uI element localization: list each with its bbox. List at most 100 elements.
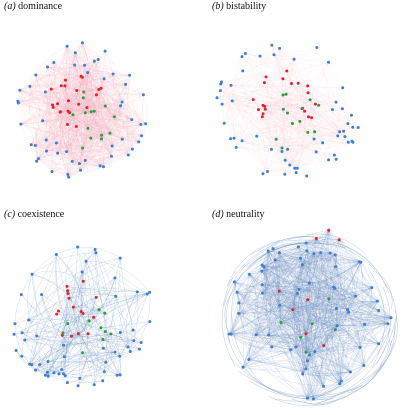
- network-edge: [122, 101, 146, 124]
- network-edge: [53, 107, 102, 136]
- network-edge: [268, 288, 335, 336]
- network-edge: [67, 77, 83, 112]
- network-edge: [86, 260, 150, 293]
- network-edge: [29, 83, 146, 124]
- network-edge: [275, 94, 290, 166]
- network-node-blue: [96, 58, 100, 61]
- network-node-blue: [227, 332, 231, 336]
- network-edge: [230, 87, 343, 139]
- network-edge: [262, 264, 334, 288]
- network-edge: [262, 230, 329, 294]
- network-edge: [307, 282, 310, 399]
- network-node-blue: [33, 144, 37, 147]
- network-edge: [296, 108, 303, 173]
- network-edge: [292, 261, 360, 310]
- network-edge: [120, 105, 146, 124]
- network-edge: [27, 274, 37, 337]
- network-edge: [290, 59, 295, 84]
- network-edge: [68, 100, 92, 112]
- network-edge: [46, 135, 102, 152]
- network-edge: [29, 52, 76, 87]
- network-edge: [20, 112, 61, 125]
- network-edge: [87, 72, 111, 134]
- network-edge: [262, 116, 283, 152]
- network-edge: [87, 88, 102, 129]
- network-edge: [105, 292, 150, 363]
- network-edge: [38, 156, 112, 166]
- network-node-blue: [43, 90, 47, 94]
- network-edge: [306, 92, 312, 118]
- network-edge: [272, 248, 372, 288]
- network-node-blue: [267, 333, 271, 337]
- network-node-blue: [288, 163, 292, 167]
- network-edge: [281, 132, 308, 152]
- network-edge: [57, 123, 146, 154]
- network-edge: [42, 120, 123, 140]
- network-edge: [336, 308, 365, 366]
- network-edge: [306, 242, 342, 384]
- network-edge: [114, 116, 133, 150]
- network-edge: [263, 266, 272, 336]
- network-edge: [78, 104, 113, 147]
- network-edge: [300, 337, 324, 387]
- network-edge: [94, 61, 115, 117]
- network-edge: [238, 302, 308, 361]
- network-edge: [318, 103, 343, 109]
- network-edge: [72, 114, 112, 157]
- network-edge: [102, 133, 111, 167]
- network-edge: [36, 335, 105, 373]
- network-edge: [305, 365, 351, 373]
- network-node-blue: [265, 170, 269, 173]
- network-edge: [20, 123, 112, 157]
- network-edge: [262, 116, 272, 150]
- network-edge: [41, 294, 89, 334]
- network-edge: [20, 105, 106, 125]
- network-node-blue: [38, 363, 42, 367]
- network-edge: [238, 313, 315, 352]
- network-edge: [256, 323, 313, 335]
- network-edge: [66, 46, 129, 156]
- network-edge: [271, 48, 285, 175]
- network-edge: [282, 59, 295, 166]
- network-node-blue: [305, 249, 309, 253]
- network-edge: [46, 111, 95, 141]
- network-edge: [88, 297, 97, 321]
- network-edge: [82, 77, 97, 95]
- network-edge: [52, 104, 113, 147]
- network-edge: [279, 287, 372, 308]
- network-edge: [268, 396, 347, 407]
- network-edge: [53, 62, 139, 143]
- network-edge: [53, 62, 99, 90]
- network-edge: [69, 107, 88, 113]
- network-edge: [287, 264, 308, 399]
- network-edge: [262, 264, 356, 297]
- network-edge: [64, 85, 142, 125]
- network-edge: [105, 105, 141, 125]
- network-edge: [238, 313, 379, 344]
- network-edge: [256, 329, 336, 343]
- network-node-blue: [354, 294, 358, 298]
- network-edge: [306, 250, 340, 384]
- network-edge: [248, 262, 361, 360]
- network-edge: [59, 93, 144, 113]
- network-edge: [220, 83, 312, 118]
- network-node-red: [79, 74, 83, 78]
- network-node-red: [303, 109, 307, 113]
- network-edge: [290, 325, 338, 350]
- network-edge: [68, 298, 118, 376]
- network-edge: [306, 131, 344, 177]
- network-edge: [298, 289, 365, 366]
- network-edge: [51, 88, 142, 136]
- network-edge: [63, 333, 111, 346]
- network-edge: [35, 52, 76, 76]
- network-node-blue: [102, 370, 106, 374]
- network-edge: [66, 89, 99, 152]
- network-edge: [59, 112, 70, 152]
- network-edge: [229, 293, 298, 335]
- network-edge: [82, 133, 111, 149]
- network-edge: [292, 264, 303, 310]
- panel-title: (b) bistability: [212, 1, 266, 12]
- network-edge: [56, 254, 90, 321]
- network-edge: [96, 94, 142, 136]
- network-edge: [305, 298, 330, 334]
